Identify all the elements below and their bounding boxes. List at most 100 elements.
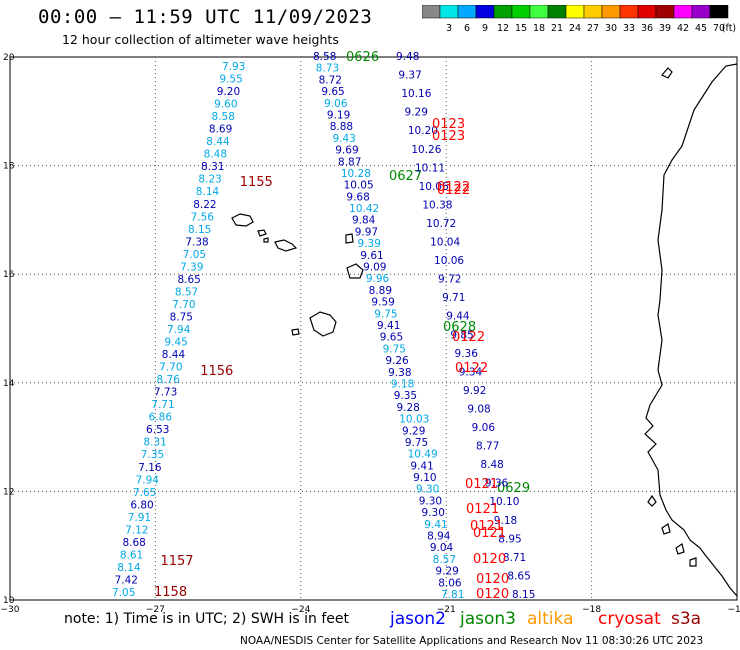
colorbar-tick-label: 12: [497, 23, 509, 34]
swh-value-label: 8.69: [209, 124, 232, 136]
swh-value-label: 7.42: [115, 574, 138, 586]
swh-value-label: 10.38: [422, 199, 452, 211]
lon-tick-label: −15: [728, 605, 740, 615]
swh-value-label: 10.72: [426, 218, 456, 230]
swh-value-label: 8.31: [201, 161, 224, 173]
swh-value-label: 7.56: [191, 211, 215, 223]
swh-value-label: 7.16: [138, 462, 162, 474]
swh-value-label: 9.92: [463, 385, 486, 397]
colorbar-tick-label: 45: [695, 23, 707, 34]
swh-value-label: 9.55: [219, 74, 242, 86]
footer-credit: NOAA/NESDIS Center for Satellite Applica…: [240, 635, 704, 647]
swh-value-label: 9.75: [383, 343, 406, 355]
swh-value-label: 7.94: [136, 474, 160, 486]
graticule: [10, 57, 737, 600]
swh-value-label: 8.65: [507, 570, 530, 582]
swh-value-label: 9.45: [164, 337, 187, 349]
pass-time-label: 0122: [455, 361, 488, 376]
swh-value-label: 8.61: [120, 549, 143, 561]
pass-time-label: 0120: [476, 572, 509, 587]
pass-time-label: 1155: [240, 175, 273, 190]
swh-value-label: 8.14: [196, 186, 220, 198]
footer-note: note: 1) Time is in UTC; 2) SWH is in fe…: [64, 611, 350, 627]
africa-coastline: [644, 63, 738, 597]
island-outline: [689, 557, 697, 567]
swh-value-label: 10.26: [411, 144, 441, 156]
swh-value-label: 8.44: [162, 349, 186, 361]
legend-altika: altika: [527, 609, 574, 629]
swh-value-label: 9.68: [346, 191, 369, 203]
swh-value-label: 9.39: [358, 238, 381, 250]
swh-value-label: 8.06: [438, 577, 462, 589]
swh-value-label: 9.59: [371, 297, 394, 309]
swh-value-label: 7.05: [183, 249, 206, 261]
swh-value-label: 8.48: [204, 149, 227, 161]
legend-s3a: s3a: [671, 609, 702, 629]
swh-value-label: 7.70: [172, 299, 195, 311]
cape-verde-island: [346, 263, 364, 279]
swh-value-label: 7.12: [125, 524, 148, 536]
swh-value-label: 8.23: [198, 174, 221, 186]
swh-value-label: 9.26: [385, 355, 409, 367]
pass-time-label: 0121: [465, 477, 498, 492]
swh-value-label: 8.48: [480, 459, 503, 471]
swh-value-label: 9.41: [424, 519, 447, 531]
colorbar-tick-label: 18: [533, 23, 545, 34]
swh-value-label: 8.76: [157, 374, 181, 386]
colorbar-tick-label: 33: [623, 23, 635, 34]
swh-value-label: 8.75: [170, 311, 193, 323]
legend-cryosat: cryosat: [598, 609, 661, 629]
swh-value-label: 8.65: [177, 274, 200, 286]
colorbar-swatch: [673, 5, 693, 19]
colorbar-swatch: [529, 5, 549, 19]
swh-value-label: 9.18: [494, 515, 517, 527]
swh-value-label: 9.28: [396, 402, 419, 414]
pass-time-label: 0120: [476, 587, 509, 602]
swh-value-label: 8.88: [330, 121, 353, 133]
colorbar-tick-label: 42: [677, 23, 689, 34]
swh-value-label: 10.49: [408, 449, 438, 461]
swh-value-label: 9.09: [363, 262, 386, 274]
lat-tick-label: 20: [3, 53, 15, 63]
swh-value-label: 9.38: [388, 367, 411, 379]
altimeter-tracks: 7.939.559.209.608.588.698.448.488.318.23…: [112, 50, 535, 602]
pass-time-label: 0122: [437, 180, 470, 195]
swh-value-label: 8.72: [319, 74, 342, 86]
swh-value-label: 9.71: [442, 292, 465, 304]
pass-time-label: 0629: [497, 481, 530, 496]
swh-value-label: 8.22: [193, 199, 216, 211]
swh-value-label: 10.28: [341, 168, 371, 180]
page-subtitle: 12 hour collection of altimeter wave hei…: [62, 32, 339, 47]
swh-value-label: 9.37: [398, 70, 421, 82]
colorbar-swatch: [457, 5, 477, 19]
lon-tick-label: −30: [1, 605, 20, 615]
swh-value-label: 9.30: [422, 507, 445, 519]
cape-verde-island: [309, 311, 337, 337]
cape-verde-island: [263, 237, 269, 243]
pass-time-label: 0122: [437, 183, 470, 198]
pass-time-label: 0120: [473, 552, 506, 567]
swh-value-label: 7.05: [112, 587, 135, 599]
colorbar-swatch: [475, 5, 495, 19]
legend-jason3: jason3: [460, 609, 516, 629]
swh-value-label: 9.30: [416, 484, 439, 496]
colorbar-tick-label: 6: [464, 23, 470, 34]
lon-tick-label: −27: [146, 605, 165, 615]
swh-value-label: 8.87: [338, 156, 361, 168]
pass-time-label: 0121: [466, 502, 499, 517]
island-outline: [661, 67, 673, 79]
swh-value-label: 9.36: [455, 348, 479, 360]
island-outline: [647, 494, 657, 507]
colorbar-swatch: [583, 5, 603, 19]
pass-time-label: 0123: [432, 117, 465, 132]
colorbar-tick-label: 36: [641, 23, 653, 34]
swh-value-label: 7.94: [167, 324, 191, 336]
pass-time-label: 1158: [154, 585, 187, 600]
map-frame: [9, 56, 738, 601]
swh-value-label: 10.04: [430, 237, 460, 249]
swh-value-label: 9.06: [472, 422, 496, 434]
swh-value-label: 9.61: [360, 250, 383, 262]
swh-value-label: 7.70: [159, 362, 182, 374]
swh-value-label: 8.15: [512, 589, 535, 601]
